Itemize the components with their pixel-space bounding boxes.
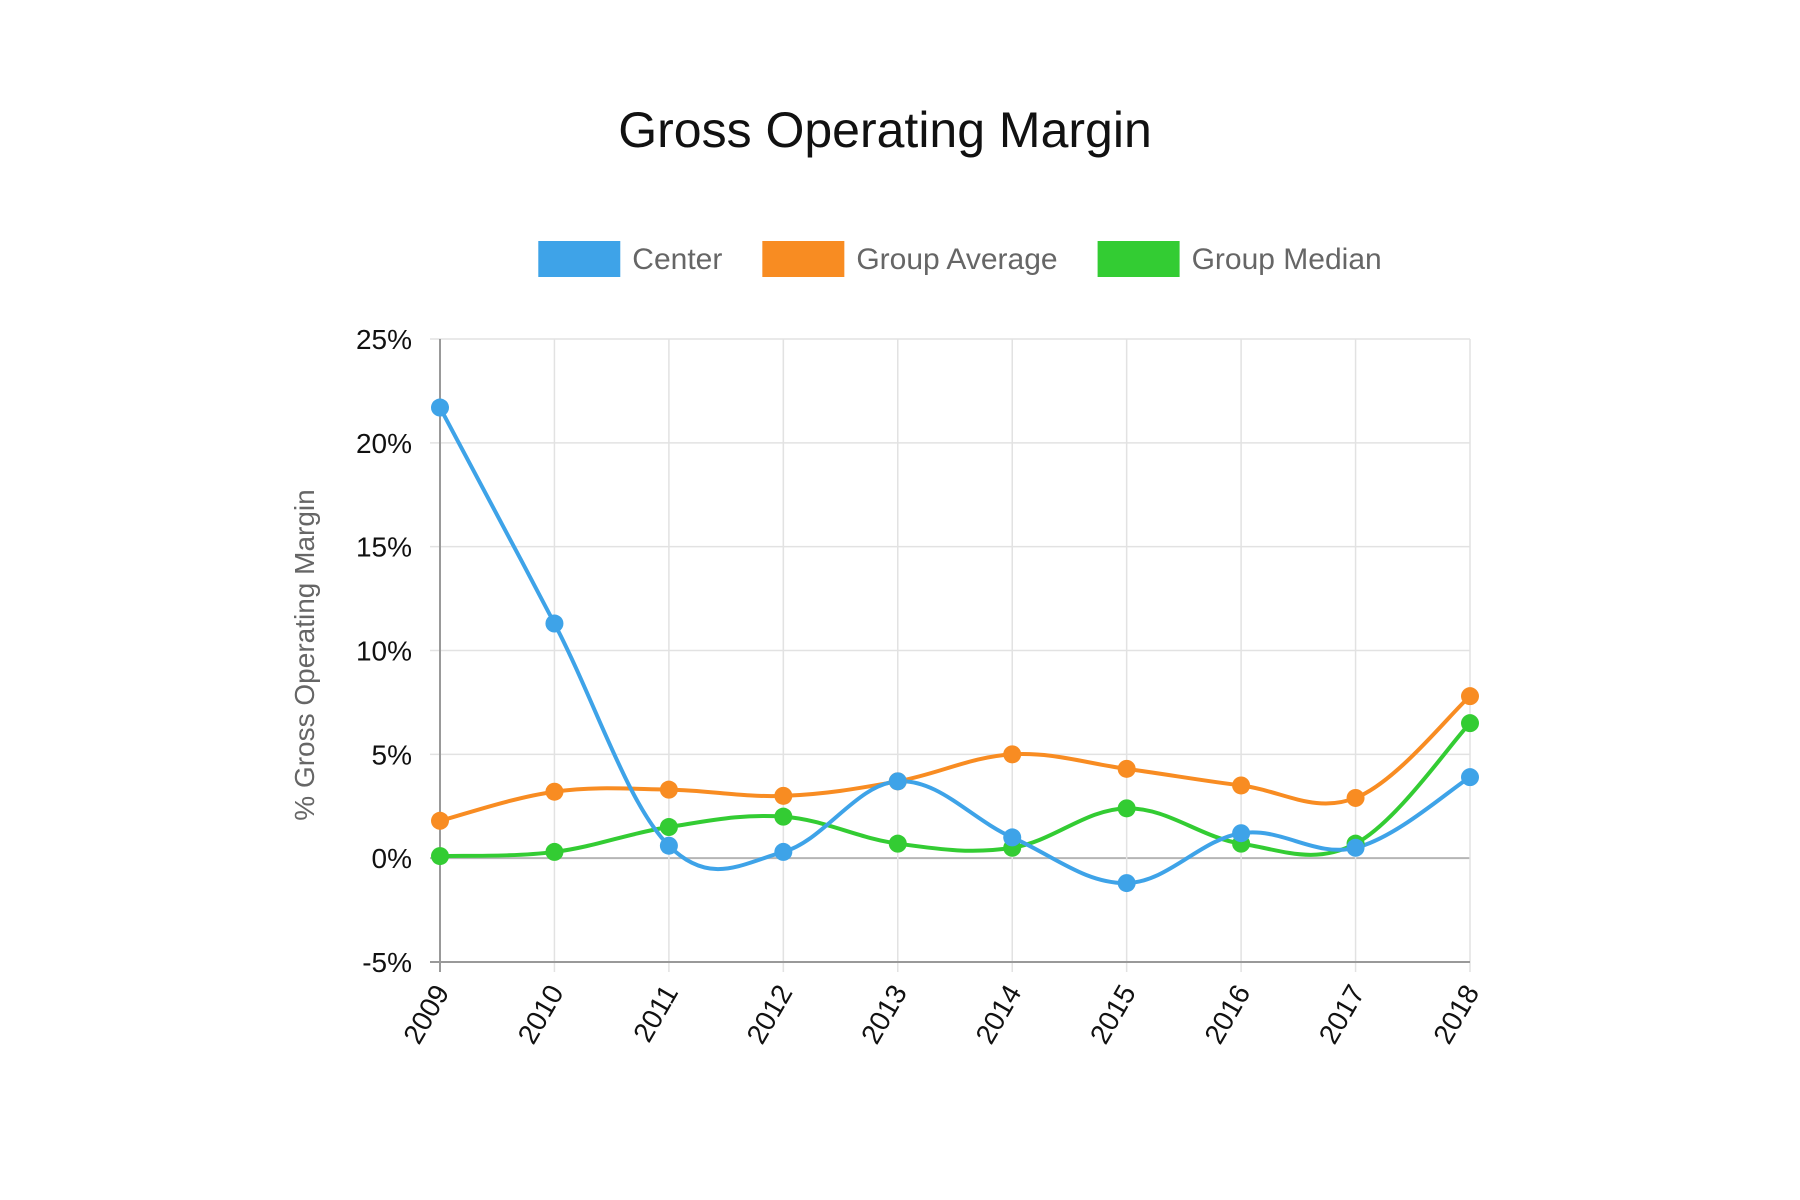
legend-item-group-median[interactable]: Group Median bbox=[1097, 241, 1382, 277]
x-tick-label: 2016 bbox=[1198, 980, 1256, 1049]
data-point-center[interactable] bbox=[545, 614, 564, 633]
y-tick-label: 10% bbox=[356, 636, 412, 667]
legend-label: Group Median bbox=[1192, 243, 1382, 276]
data-point-group-average[interactable] bbox=[774, 786, 793, 805]
data-point-group-average[interactable] bbox=[1003, 745, 1022, 764]
legend[interactable]: Center Group Average Group Median bbox=[538, 241, 1382, 277]
y-tick-label: -5% bbox=[362, 947, 412, 978]
x-tick-label: 2012 bbox=[741, 980, 799, 1049]
data-point-group-average[interactable] bbox=[431, 811, 449, 830]
data-point-group-average[interactable] bbox=[1346, 788, 1365, 807]
grid bbox=[430, 338, 1471, 972]
series-line-group-median bbox=[438, 721, 1472, 859]
data-point-center[interactable] bbox=[1346, 838, 1365, 857]
chart-title: Gross Operating Margin bbox=[618, 102, 1152, 158]
data-point-group-median[interactable] bbox=[659, 818, 678, 837]
x-tick-label: 2014 bbox=[969, 980, 1027, 1049]
axes: -5% 0% 5% 10% 15% 20% 25% 2009 2010 2011 2012 2013 2… bbox=[356, 324, 1485, 1049]
data-point-group-average[interactable] bbox=[1117, 759, 1136, 778]
y-axis-title: % Gross Operating Margin bbox=[289, 489, 320, 820]
y-tick-label: 20% bbox=[356, 428, 412, 459]
x-tick-label: 2013 bbox=[855, 980, 913, 1049]
series-line-group-average bbox=[438, 694, 1472, 823]
y-tick-label: 25% bbox=[356, 324, 412, 355]
data-point-center[interactable] bbox=[1232, 824, 1251, 843]
y-tick-label: 0% bbox=[372, 843, 412, 874]
x-tick-label: 2015 bbox=[1084, 980, 1142, 1049]
data-point-group-median[interactable] bbox=[1117, 799, 1136, 818]
series-lines bbox=[438, 405, 1472, 886]
data-point-center[interactable] bbox=[774, 842, 793, 861]
data-point-group-average[interactable] bbox=[1232, 776, 1251, 795]
data-point-group-median[interactable] bbox=[888, 834, 907, 853]
x-tick-label: 2017 bbox=[1313, 980, 1371, 1049]
data-point-group-average[interactable] bbox=[659, 780, 678, 799]
data-point-group-average[interactable] bbox=[545, 782, 564, 801]
data-point-center[interactable] bbox=[431, 398, 449, 417]
data-point-group-median[interactable] bbox=[545, 842, 564, 861]
data-point-center[interactable] bbox=[1117, 874, 1136, 893]
legend-item-group-average[interactable]: Group Average bbox=[762, 241, 1058, 277]
data-point-center[interactable] bbox=[888, 772, 907, 791]
data-point-group-median[interactable] bbox=[1461, 714, 1479, 733]
x-tick-label: 2018 bbox=[1427, 980, 1485, 1049]
data-points bbox=[431, 398, 1479, 893]
legend-swatch bbox=[538, 241, 621, 277]
y-tick-label: 15% bbox=[356, 532, 412, 563]
x-tick-label: 2011 bbox=[627, 980, 684, 1048]
legend-item-center[interactable]: Center bbox=[538, 241, 722, 277]
legend-label: Center bbox=[632, 243, 722, 276]
data-point-center[interactable] bbox=[1003, 828, 1022, 847]
data-point-center[interactable] bbox=[1461, 768, 1479, 787]
legend-label: Group Average bbox=[856, 243, 1057, 276]
x-tick-label: 2010 bbox=[512, 980, 570, 1049]
series-line-center bbox=[438, 405, 1472, 886]
x-tick-label: 2009 bbox=[397, 980, 455, 1049]
data-point-center[interactable] bbox=[659, 836, 678, 855]
data-point-group-median[interactable] bbox=[774, 807, 793, 826]
data-point-group-median[interactable] bbox=[431, 847, 449, 866]
legend-swatch bbox=[762, 241, 845, 277]
y-tick-label: 5% bbox=[372, 739, 412, 770]
data-point-group-average[interactable] bbox=[1461, 687, 1479, 706]
legend-swatch bbox=[1097, 241, 1180, 277]
